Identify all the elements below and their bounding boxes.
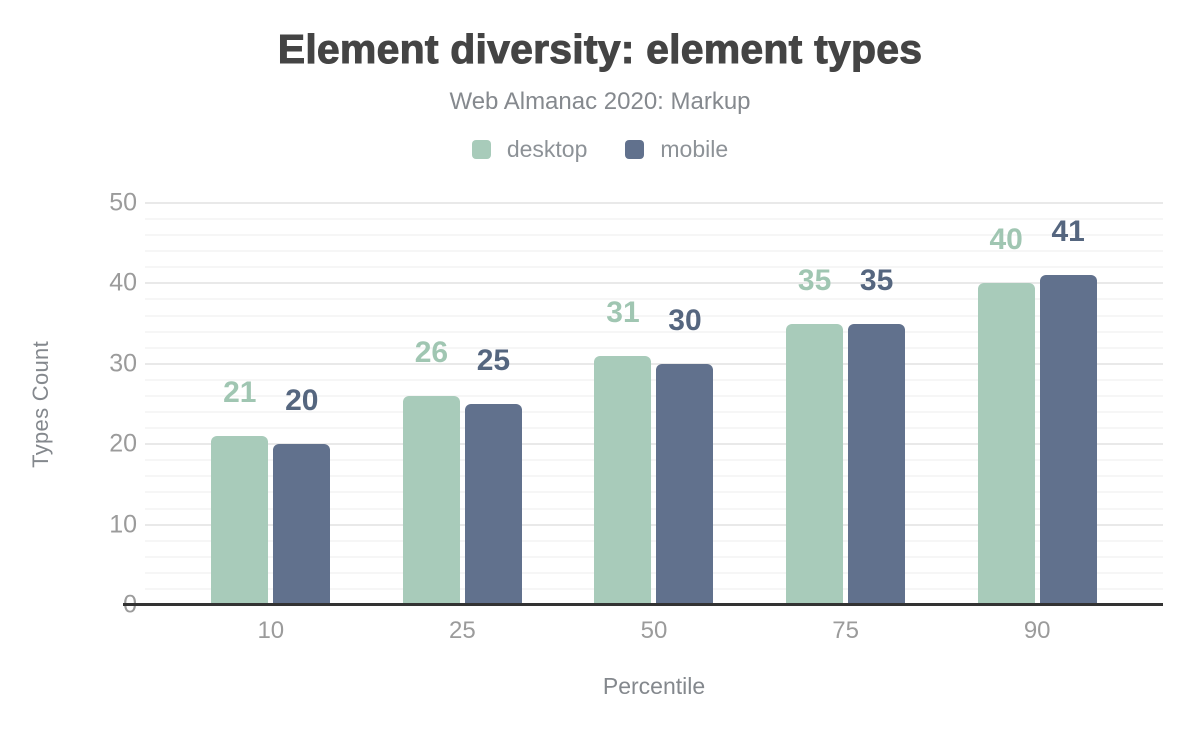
x-tick-label: 25 — [449, 617, 476, 644]
gridline-minor — [145, 555, 1163, 558]
gridline-major — [145, 282, 1163, 285]
legend-item-mobile[interactable]: mobile — [625, 136, 728, 163]
legend: desktop mobile — [0, 136, 1200, 163]
gridline-minor — [145, 266, 1163, 269]
mobile-bar-p10: 20 — [273, 386, 331, 605]
desktop-swatch-icon — [471, 140, 491, 159]
gridline-minor — [145, 234, 1163, 237]
gridline-minor — [145, 539, 1163, 542]
mobile-bar-value-label: 35 — [859, 263, 894, 297]
y-axis-title: Types Count — [28, 340, 53, 468]
y-tick-label: 30 — [109, 349, 137, 378]
chart-subtitle: Web Almanac 2020: Markup — [449, 88, 751, 115]
desktop-bar-p25: 26 — [402, 337, 460, 605]
mobile-bar-p75: 35 — [848, 265, 906, 605]
x-tick-label: 90 — [1023, 617, 1051, 644]
y-tick-label: 50 — [109, 188, 137, 217]
bar-group-p90: 40 41 — [941, 203, 1133, 605]
y-tick-label: 10 — [109, 510, 137, 539]
mobile-bar-value-label: 20 — [285, 384, 319, 418]
gridline-major — [145, 523, 1163, 526]
bar-group-p50: 31 30 — [558, 203, 750, 605]
bar-group-p75: 35 35 — [750, 203, 942, 605]
chart-card: Element diversity: element types Web Alm… — [0, 26, 1200, 742]
chart-area: Types Count 01020304050 2120262531303535… — [0, 190, 1200, 617]
x-tick-label: 50 — [640, 617, 668, 644]
chart-title: Element diversity: element types — [277, 26, 923, 73]
gridline-minor — [145, 571, 1163, 574]
mobile-bar-p25: 25 — [464, 346, 522, 605]
desktop-bar-p90: 40 — [977, 225, 1035, 605]
legend-item-desktop[interactable]: desktop — [471, 136, 588, 163]
gridline-minor — [145, 475, 1163, 478]
x-axis-line — [123, 603, 1163, 606]
y-tick-label: 40 — [109, 268, 137, 297]
desktop-bar-p75: 35 — [786, 265, 844, 605]
desktop-bar-value-label: 31 — [606, 295, 640, 329]
gridline-minor — [145, 587, 1163, 590]
gridline-minor — [145, 314, 1163, 317]
gridline-minor — [145, 250, 1163, 253]
gridline-major — [145, 443, 1163, 446]
mobile-swatch-icon — [625, 140, 645, 159]
gridline-minor — [145, 394, 1163, 397]
y-tick-label: 20 — [109, 429, 137, 458]
desktop-bar-p10: 21 — [211, 378, 269, 605]
gridline-minor — [145, 411, 1163, 414]
x-tick-label: 10 — [257, 617, 285, 644]
legend-label-mobile: mobile — [660, 136, 729, 162]
gridline-minor — [145, 346, 1163, 349]
bar-group-p25: 26 25 — [367, 203, 559, 605]
gridline-minor — [145, 378, 1163, 381]
gridline-minor — [145, 507, 1163, 510]
x-axis-tick-labels: 10 25 50 75 90 — [145, 617, 1163, 645]
mobile-bar-value-label: 30 — [668, 303, 702, 337]
gridline-minor — [145, 459, 1163, 462]
desktop-bar-value-label: 21 — [223, 376, 257, 410]
plot-area: 21 20 26 25 31 30 35 35 40 41 — [123, 202, 1163, 606]
gridline-major — [145, 362, 1163, 365]
desktop-bar-value-label: 35 — [797, 263, 832, 297]
mobile-bar-value-label: 41 — [1051, 215, 1085, 249]
x-axis-title: Percentile — [602, 673, 706, 699]
desktop-bar-value-label: 40 — [989, 223, 1023, 257]
bar-group-p10: 21 20 — [175, 203, 367, 605]
desktop-bar-p50: 31 — [594, 297, 652, 605]
gridline-minor — [145, 218, 1163, 221]
gridline-minor — [145, 491, 1163, 494]
gridline-major — [145, 202, 1163, 204]
gridline-minor — [145, 298, 1163, 301]
mobile-bar-p50: 30 — [656, 305, 714, 605]
bar-groups: 21 20 26 25 31 30 35 35 40 41 — [145, 203, 1163, 605]
y-axis: Types Count 01020304050 — [0, 190, 145, 617]
x-tick-label: 75 — [832, 617, 859, 644]
gridline-minor — [145, 427, 1163, 430]
mobile-bar-value-label: 25 — [476, 344, 511, 377]
gridline-minor — [145, 330, 1163, 333]
legend-label-desktop: desktop — [506, 136, 588, 162]
mobile-bar-p90: 41 — [1039, 217, 1097, 605]
desktop-bar-value-label: 26 — [414, 335, 449, 369]
